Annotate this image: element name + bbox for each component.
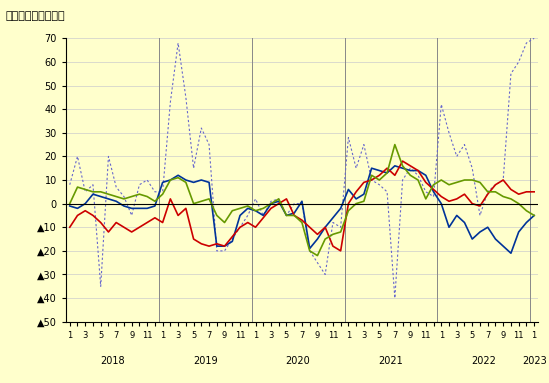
Text: 2023: 2023 (522, 356, 546, 366)
Text: 2018: 2018 (100, 356, 125, 366)
Text: 2021: 2021 (379, 356, 404, 366)
Text: 2022: 2022 (472, 356, 496, 366)
Text: 2019: 2019 (193, 356, 217, 366)
Text: （前年同月比、％）: （前年同月比、％） (5, 11, 65, 21)
Text: 2020: 2020 (285, 356, 310, 366)
